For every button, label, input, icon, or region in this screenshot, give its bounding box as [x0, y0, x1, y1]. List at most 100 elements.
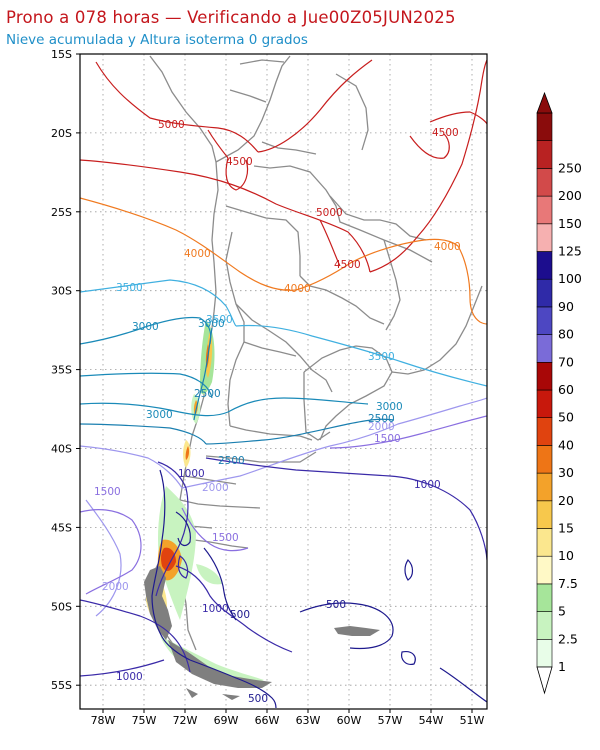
lon-label: 51W — [460, 714, 485, 727]
label-1000-a: 1000 — [178, 468, 205, 480]
colorbar-swatch — [536, 112, 553, 142]
map-title: Prono a 078 horas — Verificando a Jue00Z… — [6, 8, 456, 27]
label-500-a: 500 — [230, 609, 250, 621]
label-4000-c: 4000 — [434, 241, 461, 253]
colorbar-min-arrow — [536, 666, 553, 695]
map-subtitle: Nieve acumulada y Altura isoterma 0 grad… — [6, 32, 308, 48]
label-4000-b: 4000 — [284, 283, 311, 295]
lon-label: 54W — [419, 714, 444, 727]
isotherm-contours — [80, 59, 487, 709]
contour-labels: 5000 5000 4500 4500 4500 4000 4000 4000 … — [94, 119, 461, 705]
lat-label: 25S — [51, 206, 72, 219]
colorbar-swatch — [536, 251, 553, 280]
label-4500-a: 4500 — [226, 156, 253, 168]
colorbar-swatch — [536, 528, 553, 557]
colorbar-swatch — [536, 583, 553, 612]
lon-label: 60W — [337, 714, 362, 727]
colorbar-level: 7.5 — [558, 576, 578, 591]
label-3500-a: 3500 — [116, 282, 143, 294]
colorbar-swatch — [536, 417, 553, 446]
label-3500-b: 3500 — [206, 314, 233, 326]
colorbar-level: 80 — [558, 327, 574, 342]
colorbar-swatch — [536, 445, 553, 474]
colorbar-level: 100 — [558, 271, 582, 286]
colorbar-level: 200 — [558, 188, 582, 203]
lon-label: 69W — [214, 714, 239, 727]
colorbar-level: 10 — [558, 548, 574, 563]
colorbar-level: 50 — [558, 410, 574, 425]
label-4500-c: 4500 — [334, 259, 361, 271]
colorbar-level: 2.5 — [558, 631, 578, 646]
colorbar-swatch — [536, 278, 553, 308]
lat-label: 50S — [51, 600, 72, 613]
label-2500-c: 2500 — [368, 413, 395, 425]
lon-label: 63W — [296, 714, 321, 727]
label-4000-a: 4000 — [184, 248, 211, 260]
label-3000-a: 3000 — [132, 321, 159, 333]
plot-frame — [79, 53, 488, 710]
colorbar-level: 90 — [558, 299, 574, 314]
label-5000-b: 5000 — [316, 207, 343, 219]
lat-label: 45S — [51, 521, 72, 534]
colorbar-level: 5 — [558, 604, 566, 619]
patagonia-islands — [144, 566, 380, 700]
colorbar-level: 70 — [558, 354, 574, 369]
label-1000-d: 1000 — [116, 671, 143, 683]
colorbar-labels: 1 2.5 5 7.5 10 15 20 30 40 50 60 70 80 90 100 125 150 200… — [558, 160, 582, 674]
colorbar-level: 1 — [558, 659, 566, 674]
colorbar-swatch — [536, 555, 553, 585]
colorbar-max-arrow — [536, 91, 553, 114]
label-2000-b: 2000 — [102, 581, 129, 593]
lon-label: 78W — [91, 714, 116, 727]
label-3000-b: 3000 — [198, 318, 225, 330]
colorbar-swatch — [536, 389, 553, 419]
lon-label: 75W — [132, 714, 157, 727]
label-1500-b: 1500 — [212, 532, 239, 544]
colorbar-swatch — [536, 472, 553, 502]
label-500-b: 500 — [326, 599, 346, 611]
lon-label: 72W — [173, 714, 198, 727]
label-500-c: 500 — [248, 693, 268, 705]
lon-label: 57W — [378, 714, 403, 727]
colorbar — [536, 91, 553, 695]
colorbar-level: 150 — [558, 216, 582, 231]
colorbar-swatch — [536, 638, 553, 668]
lat-label: 35S — [51, 364, 72, 377]
lon-label: 66W — [255, 714, 280, 727]
colorbar-swatch — [536, 223, 553, 252]
label-1500-c: 1500 — [374, 433, 401, 445]
label-2500-a: 2500 — [194, 388, 221, 400]
lat-label: 30S — [51, 285, 72, 298]
longitude-labels: 78W 75W 72W 69W 66W 63W 60W 57W 54W 51W — [91, 709, 485, 727]
lat-label: 40S — [51, 443, 72, 456]
colorbar-swatch — [536, 140, 553, 169]
colorbar-level: 250 — [558, 160, 582, 175]
label-2000-c: 2000 — [368, 421, 395, 433]
label-1000-b: 1000 — [414, 479, 441, 491]
label-2500-b: 2500 — [218, 455, 245, 467]
colorbar-level: 20 — [558, 493, 574, 508]
label-1000-c: 1000 — [202, 603, 229, 615]
colorbar-level: 125 — [558, 244, 582, 259]
label-3000-d: 3000 — [376, 401, 403, 413]
colorbar-swatch — [536, 500, 553, 529]
latitude-labels: 15S 20S 25S 30S 35S 40S 45S 50S 55S — [51, 48, 80, 692]
label-4500-b: 4500 — [432, 127, 459, 139]
colorbar-swatch — [536, 334, 553, 363]
country-borders — [145, 55, 483, 687]
label-3500-c: 3500 — [368, 351, 395, 363]
lat-label: 15S — [51, 48, 72, 61]
colorbar-level: 30 — [558, 465, 574, 480]
label-1500-a: 1500 — [94, 486, 121, 498]
label-3000-c: 3000 — [146, 409, 173, 421]
colorbar-swatch — [536, 361, 553, 391]
lat-label: 20S — [51, 127, 72, 140]
lat-label: 55S — [51, 679, 72, 692]
colorbar-swatch — [536, 168, 553, 197]
label-5000-a: 5000 — [158, 119, 185, 131]
colorbar-swatch — [536, 195, 553, 225]
colorbar-swatch — [536, 611, 553, 640]
colorbar-level: 15 — [558, 521, 574, 536]
colorbar-level: 40 — [558, 437, 574, 452]
